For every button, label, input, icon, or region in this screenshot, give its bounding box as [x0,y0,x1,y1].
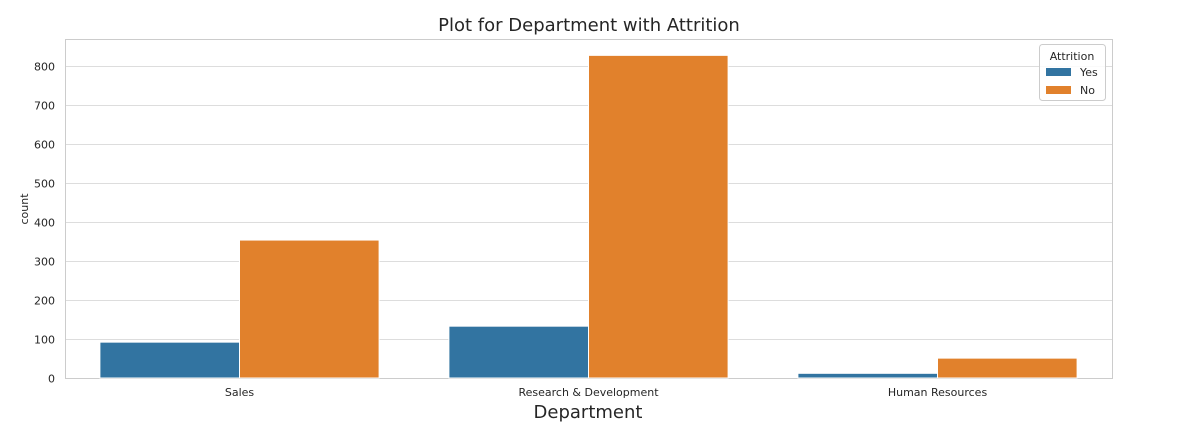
legend-label-no: No [1080,84,1095,97]
y-tick-label: 700 [34,100,55,113]
legend-title: Attrition [1050,50,1095,63]
x-tick-label: Human Resources [888,386,988,399]
y-tick-label: 400 [34,217,55,230]
chart-title: Plot for Department with Attrition [438,15,740,36]
x-tick-label: Sales [225,386,255,399]
y-axis-label: count [18,193,31,225]
legend: Attrition Yes No [1039,44,1106,101]
x-axis-label: Department [534,402,643,423]
y-tick-label: 300 [34,256,55,269]
bar-no-1 [588,54,729,379]
bar-no-2 [937,357,1078,379]
y-tick-label: 200 [34,295,55,308]
y-tick-label: 500 [34,178,55,191]
x-tick-labels: Sales Research & Development Human Resourc… [225,386,988,399]
legend-swatch-yes [1046,68,1071,76]
x-tick-label: Research & Development [518,386,659,399]
bars [99,54,1078,379]
bar-yes-1 [448,325,589,379]
y-tick-label: 0 [48,373,55,386]
bar-yes-2 [797,372,939,379]
y-tick-label: 600 [34,139,55,152]
y-tick-labels: 0 100 200 300 400 500 600 700 800 [34,61,55,386]
bar-no-0 [239,239,380,379]
legend-swatch-no [1046,86,1071,94]
bar-yes-0 [99,341,241,379]
legend-label-yes: Yes [1079,66,1098,79]
y-tick-label: 100 [34,334,55,347]
y-tick-label: 800 [34,61,55,74]
